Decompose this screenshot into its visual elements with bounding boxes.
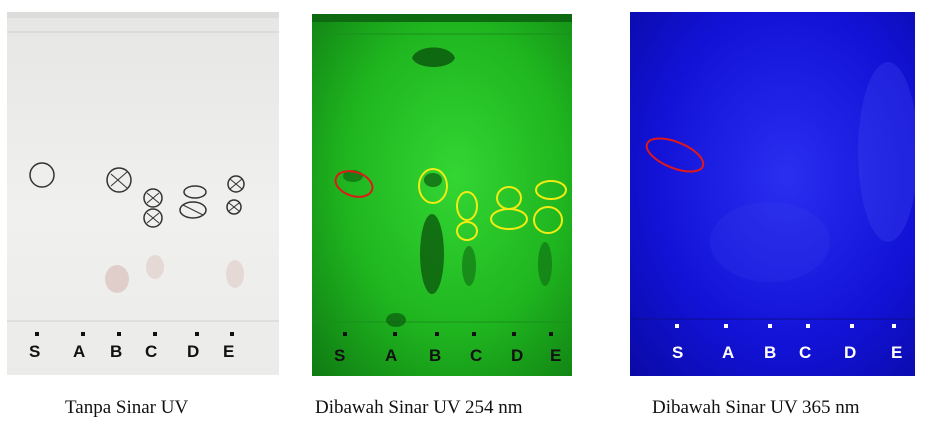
lane-label-s: S	[29, 342, 41, 361]
plate-3-markings	[630, 62, 915, 328]
lane-label-c: C	[145, 342, 158, 361]
plate-2-markings	[312, 14, 572, 336]
lane-label-d: D	[844, 343, 857, 362]
lane-label-e: E	[891, 343, 903, 362]
lane-label-b: B	[764, 343, 777, 362]
lane-label-d: D	[187, 342, 200, 361]
lane-label-c: C	[799, 343, 812, 362]
lane-label-s: S	[334, 346, 346, 365]
lane-label-a: A	[385, 346, 398, 365]
lane-label-a: A	[73, 342, 86, 361]
tlc-plate-no-uv: S A B C D E	[7, 12, 279, 375]
lane-label-e: E	[223, 342, 235, 361]
lane-label-e: E	[550, 346, 562, 365]
caption-no-uv: Tanpa Sinar UV	[65, 397, 189, 418]
lane-label-b: B	[429, 346, 442, 365]
caption-uv-365: Dibawah Sinar UV 365 nm	[652, 397, 860, 418]
caption-uv-254: Dibawah Sinar UV 254 nm	[315, 397, 523, 418]
plate-1-markings	[7, 12, 279, 336]
lane-label-b: B	[110, 342, 123, 361]
lane-label-d: D	[511, 346, 524, 365]
lane-label-a: A	[722, 343, 735, 362]
tlc-plate-uv-365: S A B C D E	[630, 12, 915, 376]
tlc-plate-uv-254: S A B C D E	[312, 14, 572, 376]
lane-label-c: C	[470, 346, 483, 365]
lane-label-s: S	[672, 343, 684, 362]
